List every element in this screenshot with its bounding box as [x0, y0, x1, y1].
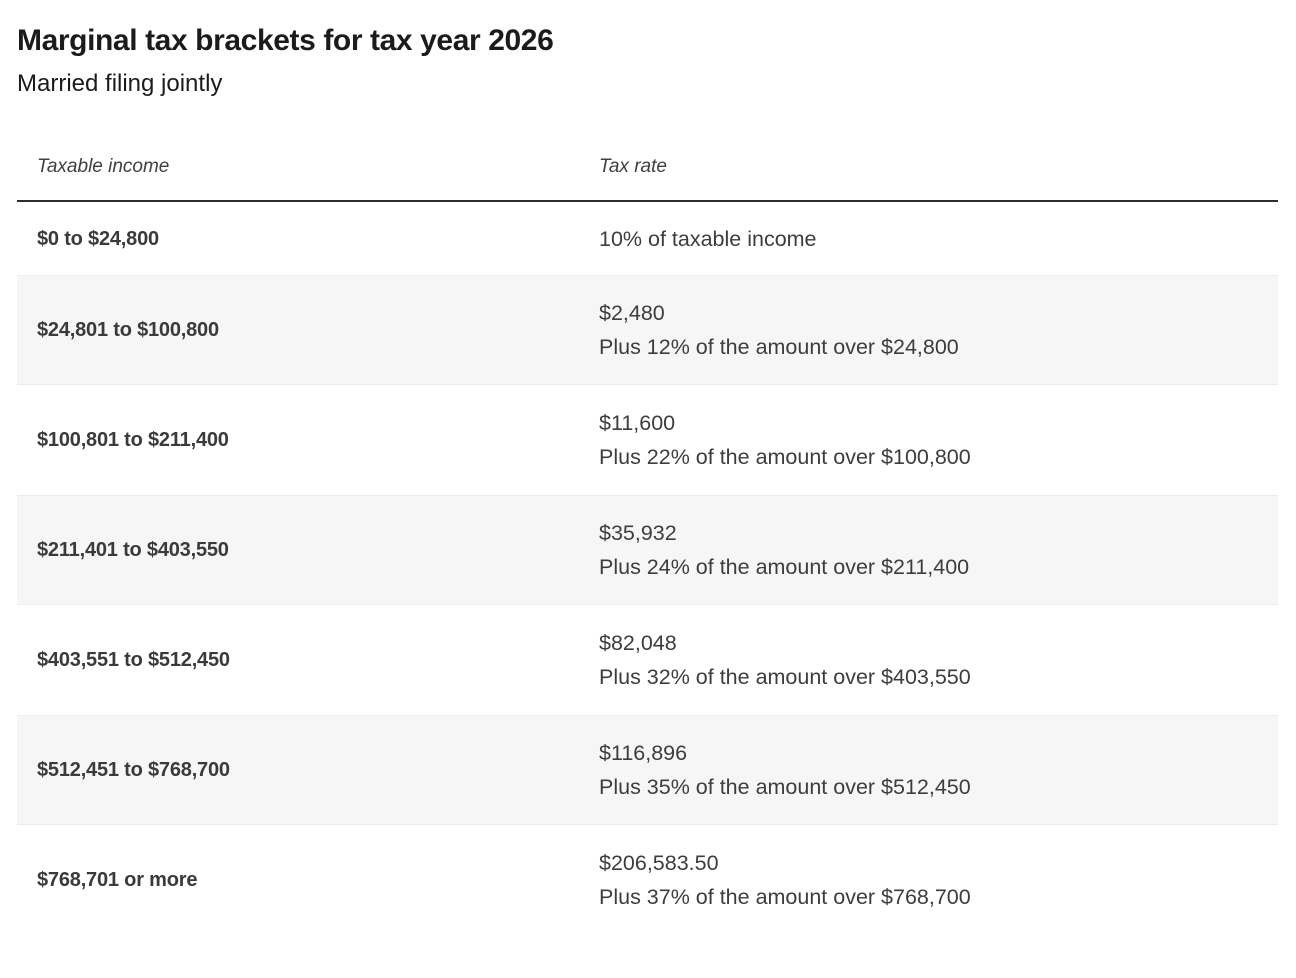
tax-brackets-table: Taxable income Tax rate $0 to $24,800 10%… — [17, 155, 1278, 935]
tax-rate-base-amount: 10% of taxable income — [599, 226, 817, 251]
page-subtitle: Married filing jointly — [17, 70, 223, 97]
tax-rate-cell: $206,583.50 Plus 37% of the amount over $… — [599, 846, 1278, 914]
tax-rate-cell: $82,048 Plus 32% of the amount over $403,… — [599, 626, 1278, 694]
table-body: $0 to $24,800 10% of taxable income $24,80… — [17, 202, 1278, 935]
taxable-income-cell: $100,801 to $211,400 — [37, 429, 229, 451]
tax-rate-cell: $11,600 Plus 22% of the amount over $100,… — [599, 406, 1278, 474]
tax-rate-cell: 10% of taxable income — [599, 222, 1278, 256]
tax-rate-cell: $35,932 Plus 24% of the amount over $211,… — [599, 516, 1278, 584]
tax-rate-base-amount: $2,480 — [599, 301, 665, 325]
tax-rate-base-amount: $82,048 — [599, 631, 677, 655]
tax-rate-base-amount: $11,600 — [599, 411, 676, 435]
tax-rate-marginal-formula: Plus 22% of the amount over $100,800 — [599, 445, 971, 469]
taxable-income-cell: $0 to $24,800 — [37, 227, 159, 250]
tax-rate-base-amount: $116,896 — [599, 741, 688, 765]
tax-rate-marginal-formula: Plus 24% of the amount over $211,400 — [599, 555, 970, 579]
taxable-income-cell: $512,451 to $768,700 — [37, 759, 230, 781]
table-row: $211,401 to $403,550 $35,932 Plus 24% of t… — [17, 495, 1278, 605]
taxable-income-cell: $211,401 to $403,550 — [37, 539, 229, 561]
table-row: $768,701 or more $206,583.50 Plus 37% of t… — [17, 825, 1278, 935]
table-row: $0 to $24,800 10% of taxable income — [17, 202, 1278, 275]
table-header-row: Taxable income Tax rate — [17, 155, 1278, 202]
column-header-tax-rate: Tax rate — [599, 156, 667, 177]
column-header-taxable-income: Taxable income — [37, 156, 170, 177]
taxable-income-cell: $403,551 to $512,450 — [37, 649, 230, 671]
tax-rate-cell: $116,896 Plus 35% of the amount over $512… — [599, 736, 1278, 804]
taxable-income-cell: $768,701 or more — [37, 869, 198, 891]
table-row: $24,801 to $100,800 $2,480 Plus 12% of the… — [17, 275, 1278, 385]
tax-rate-marginal-formula: Plus 35% of the amount over $512,450 — [599, 775, 971, 799]
tax-rate-marginal-formula: Plus 37% of the amount over $768,700 — [599, 885, 971, 909]
tax-rate-marginal-formula: Plus 12% of the amount over $24,800 — [599, 335, 959, 359]
tax-rate-marginal-formula: Plus 32% of the amount over $403,550 — [599, 665, 971, 689]
table-row: $100,801 to $211,400 $11,600 Plus 22% of t… — [17, 385, 1278, 495]
tax-rate-base-amount: $35,932 — [599, 521, 677, 545]
page-title: Marginal tax brackets for tax year 2026 — [17, 24, 554, 57]
taxable-income-cell: $24,801 to $100,800 — [37, 319, 219, 341]
tax-rate-base-amount: $206,583.50 — [599, 851, 719, 875]
table-row: $403,551 to $512,450 $82,048 Plus 32% of t… — [17, 605, 1278, 715]
table-row: $512,451 to $768,700 $116,896 Plus 35% of … — [17, 715, 1278, 825]
tax-rate-cell: $2,480 Plus 12% of the amount over $24,80… — [599, 296, 1278, 364]
